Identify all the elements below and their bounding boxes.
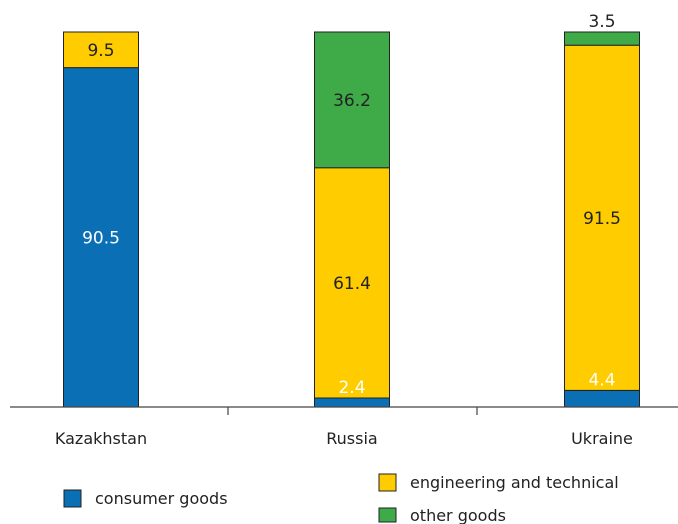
legend-label-engineering-and-technical: engineering and technical: [410, 473, 619, 492]
legend-swatch-consumer-goods: [63, 489, 82, 508]
legend-swatch-engineering-and-technical: [378, 473, 397, 492]
data-label-kazakhstan-engineering-and-technical: 9.5: [87, 41, 114, 61]
legend-label-other-goods: other goods: [410, 506, 506, 524]
legend-label-consumer-goods: consumer goods: [95, 489, 228, 508]
data-label-russia-engineering-and-technical: 61.4: [333, 274, 371, 294]
data-label-kazakhstan-consumer-goods: 90.5: [82, 228, 120, 248]
bar-kazakhstan-consumer-goods: [63, 67, 139, 408]
bar-russia-other-goods: [314, 31, 390, 169]
legend-swatch-other-goods: [378, 507, 397, 523]
data-labels-group: 90.5 9.5 2.4 61.4 36.2 4.4 91.5 3.5: [82, 12, 621, 398]
data-label-ukraine-other-goods: 3.5: [588, 12, 615, 32]
data-label-ukraine-engineering-and-technical: 91.5: [583, 209, 621, 229]
bars-group: [63, 31, 640, 408]
data-label-ukraine-consumer-goods: 4.4: [588, 370, 615, 390]
data-label-russia-other-goods: 36.2: [333, 91, 371, 111]
x-tick-label-russia: Russia: [326, 429, 377, 448]
legend: consumer goods engineering and technical…: [63, 473, 619, 524]
bar-russia-consumer-goods: [314, 397, 390, 408]
bar-ukraine-consumer-goods: [564, 389, 640, 408]
bar-ukraine-other-goods: [564, 31, 640, 46]
bar-ukraine-engineering-and-technical: [564, 44, 640, 391]
x-tick-label-kazakhstan: Kazakhstan: [55, 429, 147, 448]
x-tick-label-ukraine: Ukraine: [571, 429, 633, 448]
data-label-russia-consumer-goods: 2.4: [338, 378, 365, 398]
bar-kazakhstan-engineering-and-technical: [63, 31, 139, 69]
